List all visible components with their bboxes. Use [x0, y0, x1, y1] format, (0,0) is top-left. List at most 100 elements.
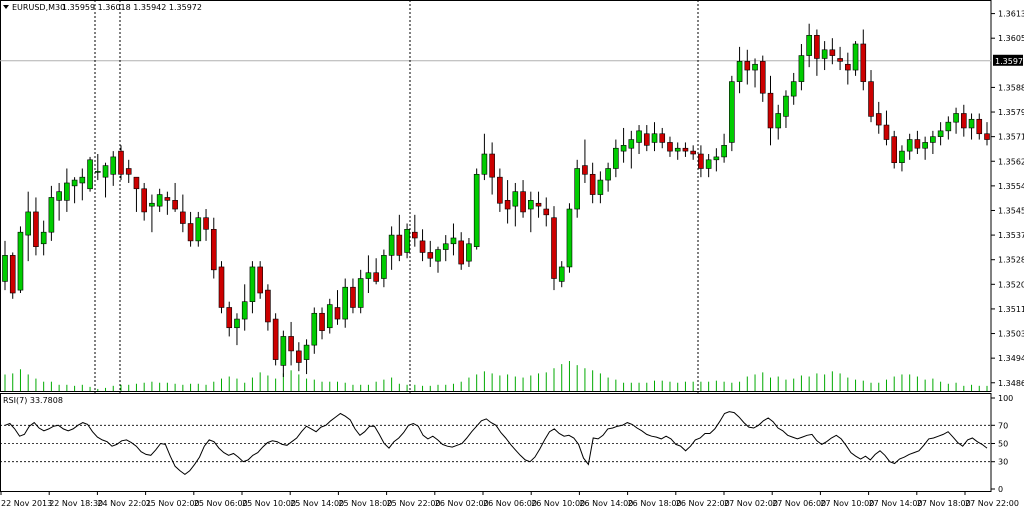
- candle-bear: [396, 234, 403, 256]
- candle-bull: [481, 153, 488, 175]
- rsi-tick-label: 30: [998, 458, 1008, 467]
- time-tick-label: 26 Nov 02:00: [435, 499, 489, 508]
- time-tick-label: 26 Nov 14:00: [579, 499, 633, 508]
- candle-bull: [574, 168, 580, 210]
- price-tick-label: 1.35455: [998, 206, 1024, 215]
- candle-bull: [156, 194, 163, 207]
- candle-bear: [210, 228, 217, 271]
- candle-bear: [350, 286, 356, 308]
- candle-bear: [690, 150, 696, 155]
- candle-bear: [814, 34, 820, 59]
- price-tick-label: 1.35115: [998, 305, 1024, 314]
- candle-bear: [272, 318, 279, 360]
- candle-bull: [71, 179, 78, 187]
- candle-bull: [357, 278, 364, 308]
- candle-bear: [659, 133, 666, 143]
- time-tick-label: 26 Nov 06:00: [483, 499, 537, 508]
- candle-bull: [736, 61, 743, 82]
- candle-bear: [582, 165, 588, 175]
- time-tick-label: 27 Nov 02:00: [724, 499, 778, 508]
- candle-bull: [303, 344, 310, 360]
- candle-bull: [365, 272, 372, 279]
- rsi-label: RSI(7) 33.7808: [3, 396, 63, 405]
- candle-bull: [102, 165, 109, 178]
- candle-bear: [868, 81, 874, 117]
- rsi-tick-label: 70: [998, 421, 1008, 430]
- candle-bear: [319, 312, 325, 331]
- price-tick-label: 1.35625: [998, 157, 1024, 166]
- candle-bull: [249, 266, 256, 302]
- candle-bear: [883, 124, 890, 140]
- candle-bull: [381, 255, 387, 279]
- time-tick-label: 25 Nov 02:00: [146, 499, 200, 508]
- candle-bull: [783, 95, 789, 117]
- time-tick-label: 27 Nov 10:00: [820, 499, 874, 508]
- candle-bull: [597, 179, 604, 195]
- price-tick-label: 1.35370: [998, 231, 1024, 240]
- candle-bear: [767, 92, 774, 129]
- candle-bull: [94, 171, 101, 173]
- candle-bull: [775, 113, 782, 129]
- candle-bull: [721, 145, 727, 158]
- candle-bull: [241, 301, 248, 320]
- candle-bull: [620, 145, 627, 152]
- candle-bull: [628, 139, 635, 149]
- candle-bull: [25, 211, 31, 236]
- candle-bear: [551, 217, 557, 279]
- symbol-timeframe: EURUSD,M30: [12, 3, 65, 12]
- candlestick-series: [2, 23, 990, 377]
- candle-bear: [520, 191, 526, 213]
- time-tick-label: 26 Nov 22:00: [676, 499, 730, 508]
- candle-bull: [110, 156, 117, 175]
- volume-histogram: [4, 361, 988, 391]
- candle-bear: [226, 307, 233, 329]
- price-tick-label: 1.35795: [998, 108, 1024, 117]
- candle-bull: [195, 217, 202, 242]
- rsi-tick-label: 100: [998, 394, 1013, 403]
- candle-bear: [976, 118, 983, 135]
- candle-bull: [56, 191, 62, 201]
- candle-bull: [899, 150, 905, 164]
- time-tick-label: 22 Nov 2013: [1, 499, 52, 508]
- time-tick-label: 27 Nov 06:00: [772, 499, 826, 508]
- candle-bear: [829, 49, 836, 56]
- candle-bear: [589, 173, 596, 195]
- candle-bear: [914, 139, 921, 149]
- candle-bear: [427, 252, 434, 259]
- candle-bull: [512, 191, 519, 207]
- candle-bull: [821, 49, 828, 59]
- candle-bear: [218, 266, 225, 308]
- candle-bear: [296, 350, 302, 363]
- candle-bull: [466, 243, 472, 262]
- candle-bull: [2, 255, 8, 282]
- candle-bull: [937, 130, 944, 137]
- rsi-axis: 100 70 50 30 0: [991, 394, 1013, 494]
- price-tick-label: 1.35285: [998, 256, 1024, 265]
- time-tick-label: 25 Nov 18:00: [338, 499, 392, 508]
- price-axis: 1.36135 1.36050 1.35880 1.35795 1.35710 1.356…: [991, 10, 1024, 388]
- candle-bear: [458, 240, 465, 265]
- candle-bull: [450, 237, 457, 245]
- dropdown-arrow-icon[interactable]: [3, 5, 9, 9]
- candle-bull: [40, 231, 47, 245]
- candle-bear: [125, 168, 132, 175]
- time-tick-label: 26 Nov 10:00: [531, 499, 585, 508]
- price-panel[interactable]: [0, 0, 992, 392]
- price-tick-label: 1.35540: [998, 182, 1024, 191]
- rsi-panel[interactable]: [0, 393, 992, 492]
- candle-bear: [489, 153, 495, 178]
- candle-bull: [705, 159, 712, 169]
- candle-bull: [234, 318, 240, 329]
- candle-bear: [759, 61, 766, 94]
- candle-bull: [527, 200, 534, 210]
- candle-bull: [806, 34, 812, 56]
- price-tick-label: 1.35880: [998, 83, 1024, 92]
- time-tick-label: 24 Nov 22:01: [97, 499, 151, 508]
- candle-bear: [288, 336, 294, 352]
- candle-bull: [435, 249, 441, 262]
- rsi-panel-frame: [0, 393, 992, 492]
- candle-bull: [636, 130, 642, 143]
- rsi-tick-label: 50: [998, 440, 1008, 449]
- candle-bear: [698, 153, 704, 169]
